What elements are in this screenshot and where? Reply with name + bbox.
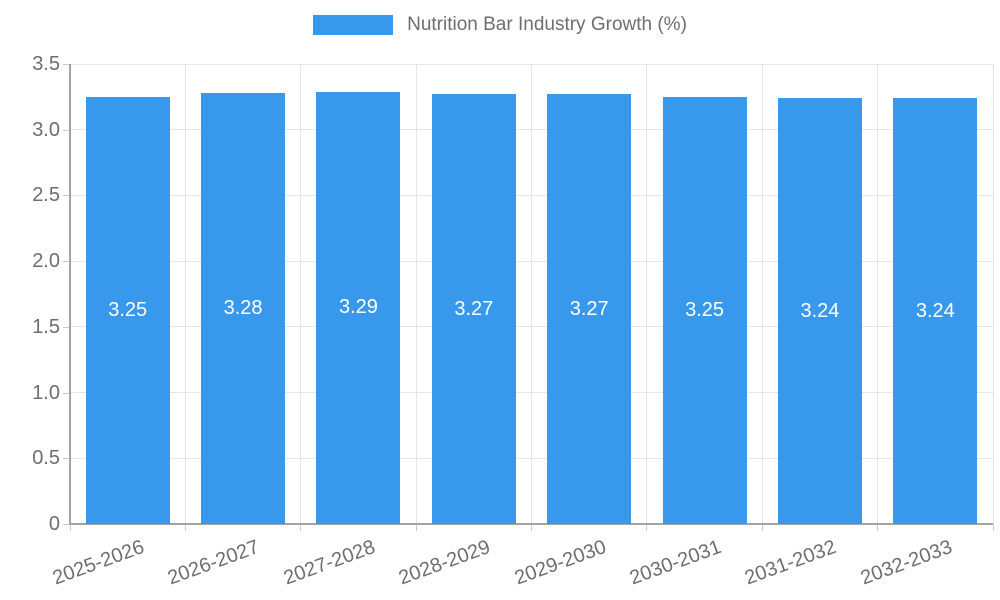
bar[interactable]: 3.25 <box>85 96 170 524</box>
x-tick-mark <box>761 524 763 531</box>
x-tick-mark <box>877 524 879 531</box>
y-tick-mark <box>63 129 70 131</box>
y-tick-label: 2.5 <box>32 184 60 207</box>
bar-value-label: 3.27 <box>454 297 494 320</box>
bar-value-label: 3.27 <box>569 297 609 320</box>
bar-value-label: 3.24 <box>800 299 840 322</box>
y-tick-label: 0.5 <box>32 447 60 470</box>
x-tick-label: 2029-2030 <box>511 536 609 590</box>
bar[interactable]: 3.27 <box>431 94 516 524</box>
bar-value-label: 3.29 <box>338 296 378 319</box>
legend[interactable]: Nutrition Bar Industry Growth (%) <box>0 14 1000 36</box>
y-tick-mark <box>63 64 70 65</box>
x-tick-mark <box>69 524 71 531</box>
y-tick-label: 1.0 <box>32 381 60 404</box>
y-axis-line <box>69 64 71 524</box>
x-tick-label: 2027-2028 <box>280 536 378 590</box>
gridline-v <box>300 64 302 524</box>
bar[interactable]: 3.25 <box>662 96 747 524</box>
y-tick-mark <box>63 326 70 328</box>
legend-swatch <box>313 15 394 35</box>
y-tick-label: 1.5 <box>32 315 60 338</box>
bar-value-label: 3.28 <box>223 296 263 319</box>
gridline-v <box>415 64 417 524</box>
x-tick-mark <box>646 524 648 531</box>
gridline-v <box>877 64 879 524</box>
y-tick-mark <box>63 524 70 525</box>
gridline-v <box>761 64 763 524</box>
plot-area: 0 0.5 1.0 1.5 2.0 2.5 3.0 3.5 3.25 3.28 3.29 3.27 3.… <box>32 53 994 589</box>
bar-value-label: 3.25 <box>685 298 725 321</box>
x-tick-mark <box>415 524 417 531</box>
x-tick-label: 2030-2031 <box>626 536 725 590</box>
y-tick-label: 0 <box>48 513 60 535</box>
x-tick-label: 2026-2027 <box>165 536 263 590</box>
bar[interactable]: 3.28 <box>201 92 286 524</box>
x-tick-mark <box>300 524 302 531</box>
x-tick-label: 2028-2029 <box>395 536 494 590</box>
x-tick-mark <box>992 524 994 531</box>
y-tick-mark <box>63 195 70 197</box>
bar[interactable]: 3.24 <box>777 98 862 524</box>
bar-value-label: 3.25 <box>108 298 148 321</box>
y-tick-mark <box>63 458 70 460</box>
gridline-v <box>531 64 532 524</box>
gridline-v <box>992 64 994 524</box>
y-tick-mark <box>63 392 70 394</box>
bar-value-label: 3.24 <box>915 299 955 322</box>
y-tick-label: 3.5 <box>32 53 60 75</box>
y-tick-label: 2.0 <box>32 250 60 273</box>
x-tick-label: 2032-2033 <box>857 536 955 590</box>
x-tick-label: 2031-2032 <box>742 536 840 590</box>
x-tick-label: 2025-2026 <box>49 536 148 590</box>
y-tick-label: 3.0 <box>32 118 60 141</box>
gridline-v <box>646 64 648 524</box>
x-axis-line <box>69 523 993 525</box>
gridline-v <box>184 64 186 524</box>
bar[interactable]: 3.29 <box>316 91 401 524</box>
x-tick-mark <box>184 524 186 531</box>
bar[interactable]: 3.24 <box>893 98 978 524</box>
legend-label: Nutrition Bar Industry Growth (%) <box>407 14 687 35</box>
y-tick-mark <box>63 261 70 263</box>
bar[interactable]: 3.27 <box>547 94 632 524</box>
x-tick-mark <box>531 524 532 531</box>
